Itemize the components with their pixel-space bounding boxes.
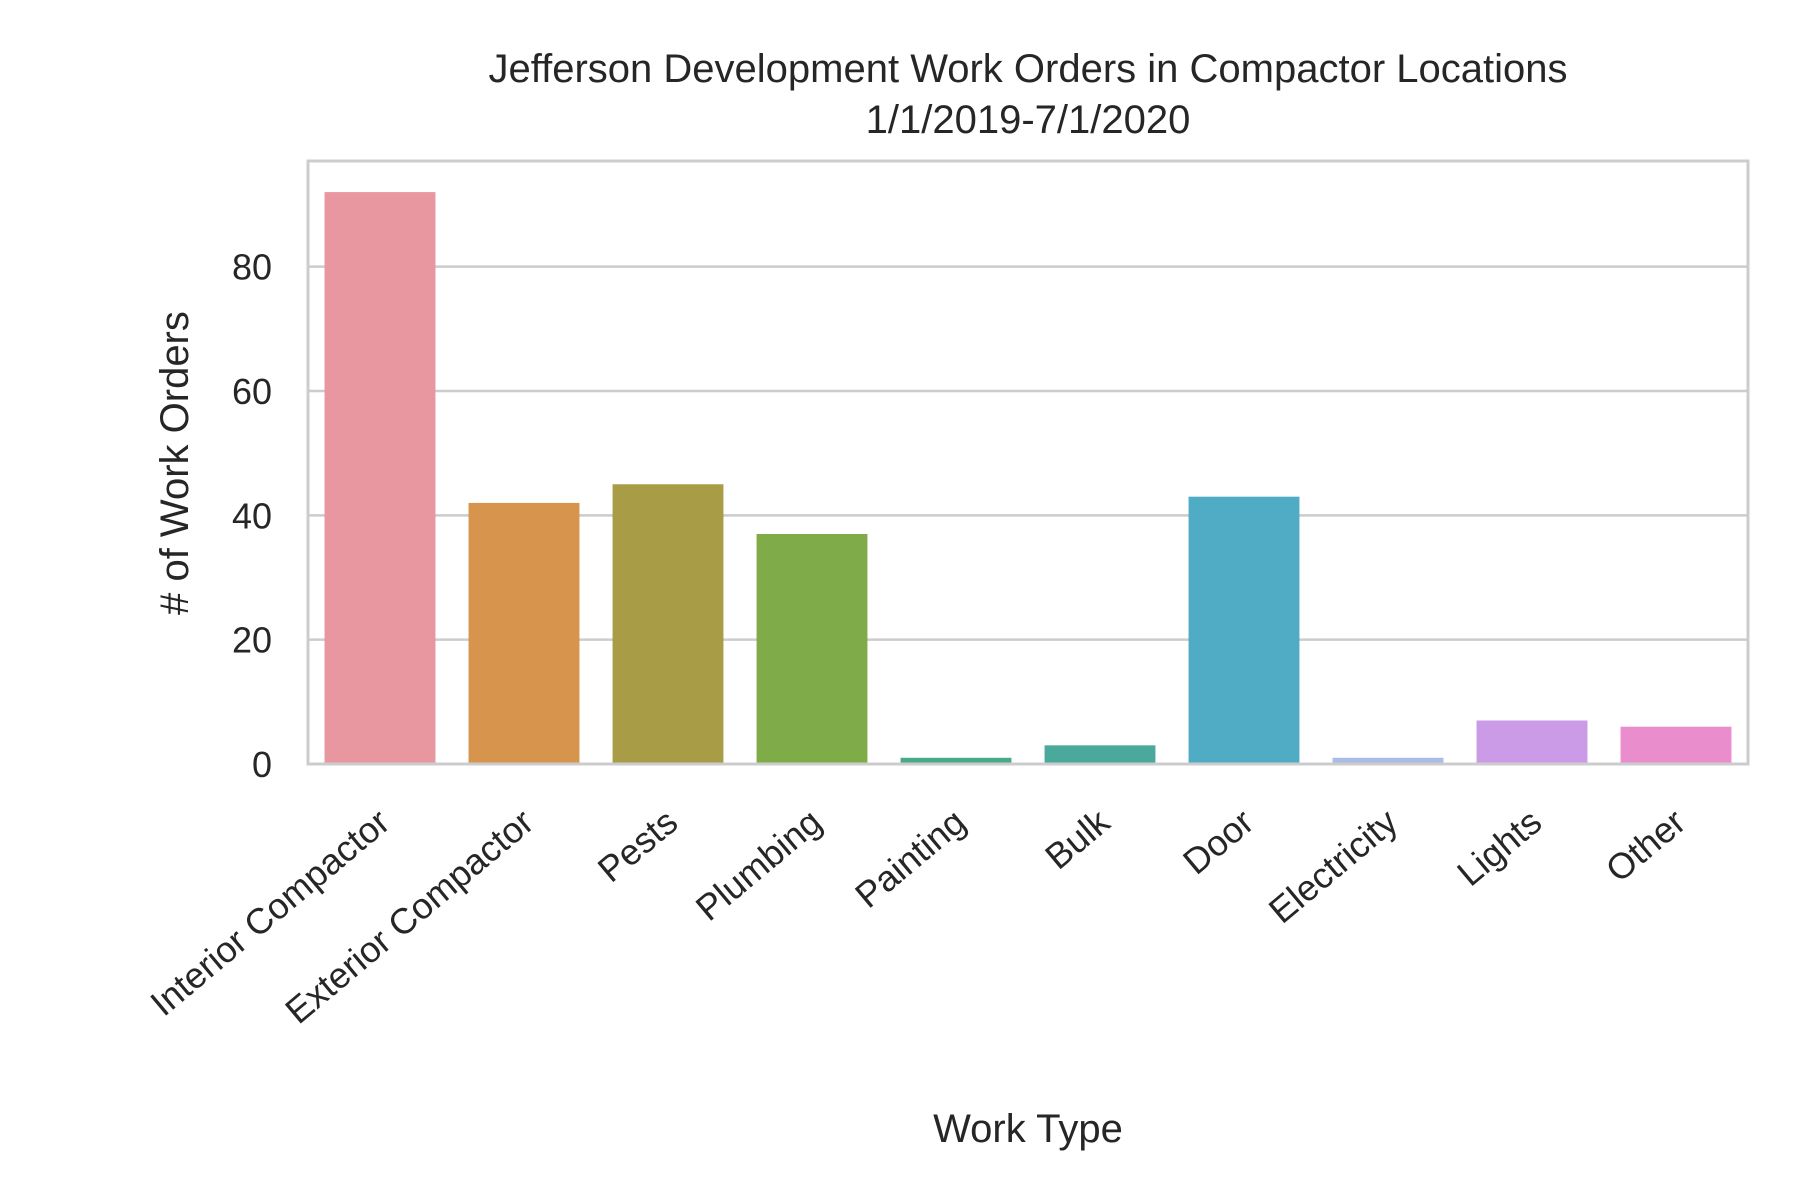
y-tick-labels: 0 20 40 60 80: [232, 247, 272, 785]
bar-plumbing: [756, 533, 868, 764]
x-tick-label: Plumbing: [688, 801, 829, 929]
bar-pests: [612, 484, 724, 764]
plot-frame: [306, 159, 1750, 766]
x-tick-label: Lights: [1449, 801, 1549, 894]
y-tick-label: 20: [232, 620, 272, 661]
bar-other: [1620, 726, 1732, 764]
x-axis-label: Work Type: [933, 1107, 1123, 1151]
bar-painting: [900, 757, 1012, 764]
y-tick-label: 0: [252, 744, 272, 785]
x-tick-label: Electricity: [1261, 801, 1405, 931]
y-tick-label: 40: [232, 495, 272, 536]
x-tick-label: Other: [1598, 801, 1693, 890]
bar-exterior-compactor: [468, 502, 580, 764]
y-tick-label: 60: [232, 371, 272, 412]
x-tick-label: Interior Compactor: [142, 801, 397, 1024]
y-axis-label: # of Work Orders: [153, 311, 197, 615]
bars: [324, 192, 1732, 765]
bar-lights: [1476, 720, 1588, 764]
x-tick-label: Bulk: [1037, 800, 1118, 877]
bar-door: [1188, 496, 1300, 764]
x-tick-label: Door: [1175, 801, 1261, 883]
chart-title: Jefferson Development Work Orders in Com…: [488, 47, 1567, 91]
chart-subtitle: 1/1/2019-7/1/2020: [866, 98, 1191, 142]
y-tick-label: 80: [232, 247, 272, 288]
x-tick-label: Painting: [847, 801, 973, 916]
x-tick-label: Exterior Compactor: [277, 801, 541, 1032]
x-tick-label: Pests: [590, 801, 685, 890]
bar-interior-compactor: [324, 192, 436, 765]
bar-bulk: [1044, 745, 1156, 764]
bar-electricity: [1332, 757, 1444, 764]
